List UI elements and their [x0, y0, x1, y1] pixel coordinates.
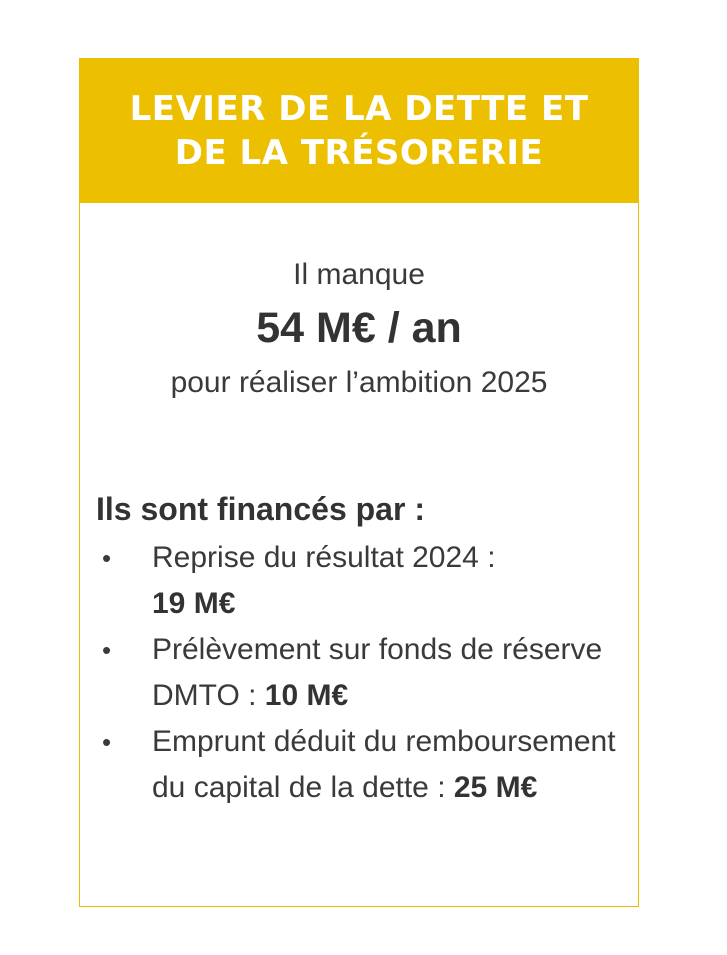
list-item: • Prélèvement sur fonds de réserve DMTO … [96, 627, 616, 719]
shortfall-summary: Il manque 54 M€ / an pour réaliser l’amb… [80, 255, 638, 403]
list-item-text: Prélèvement sur fonds de réserve DMTO : [152, 633, 603, 712]
list-item-amount: 19 M€ [152, 587, 236, 620]
card-title: LEVIER DE LA DETTE ET DE LA TRÉSORERIE [129, 89, 589, 173]
shortfall-intro-text: Il manque [293, 258, 425, 291]
list-item-text: Emprunt déduit du remboursement du capit… [152, 725, 616, 804]
bullet-icon: • [102, 543, 112, 573]
list-item-amount: 25 M€ [453, 771, 538, 804]
financing-list: • Reprise du résultat 2024 : 19 M€ • Pré… [96, 535, 616, 811]
shortfall-purpose-text: pour réaliser l’ambition 2025 [170, 366, 548, 399]
financing-section: Ils sont financés par : • Reprise du rés… [96, 487, 616, 811]
list-item-text: Reprise du résultat 2024 : [152, 541, 496, 574]
bullet-icon: • [102, 727, 112, 757]
list-item: • Reprise du résultat 2024 : 19 M€ [96, 535, 616, 627]
list-item-amount: 10 M€ [264, 679, 349, 712]
bullet-icon: • [102, 635, 112, 665]
list-item: • Emprunt déduit du remboursement du cap… [96, 719, 616, 811]
shortfall-amount: 54 M€ / an [256, 304, 462, 352]
financing-heading: Ils sont financés par : [96, 491, 425, 527]
card-header: LEVIER DE LA DETTE ET DE LA TRÉSORERIE [80, 59, 638, 203]
debt-treasury-card: LEVIER DE LA DETTE ET DE LA TRÉSORERIE I… [79, 58, 639, 907]
